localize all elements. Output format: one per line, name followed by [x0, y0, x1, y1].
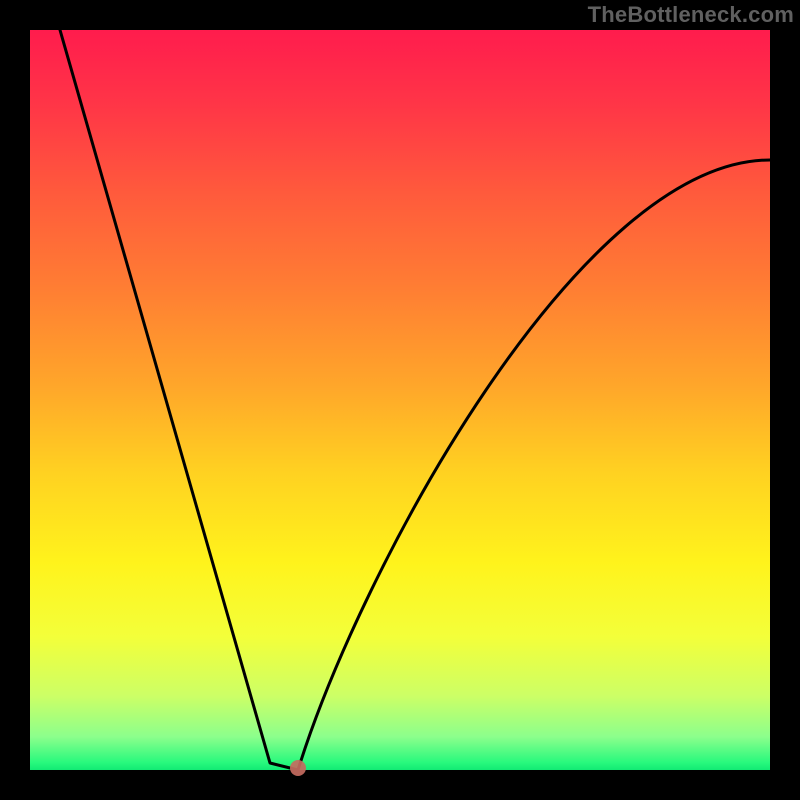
watermark-text: TheBottleneck.com — [588, 2, 794, 28]
bottleneck-curve-path — [60, 30, 770, 770]
bottleneck-curve — [30, 30, 770, 770]
outer-frame: TheBottleneck.com — [0, 0, 800, 800]
plot-area — [30, 30, 770, 770]
valley-marker — [290, 760, 306, 776]
